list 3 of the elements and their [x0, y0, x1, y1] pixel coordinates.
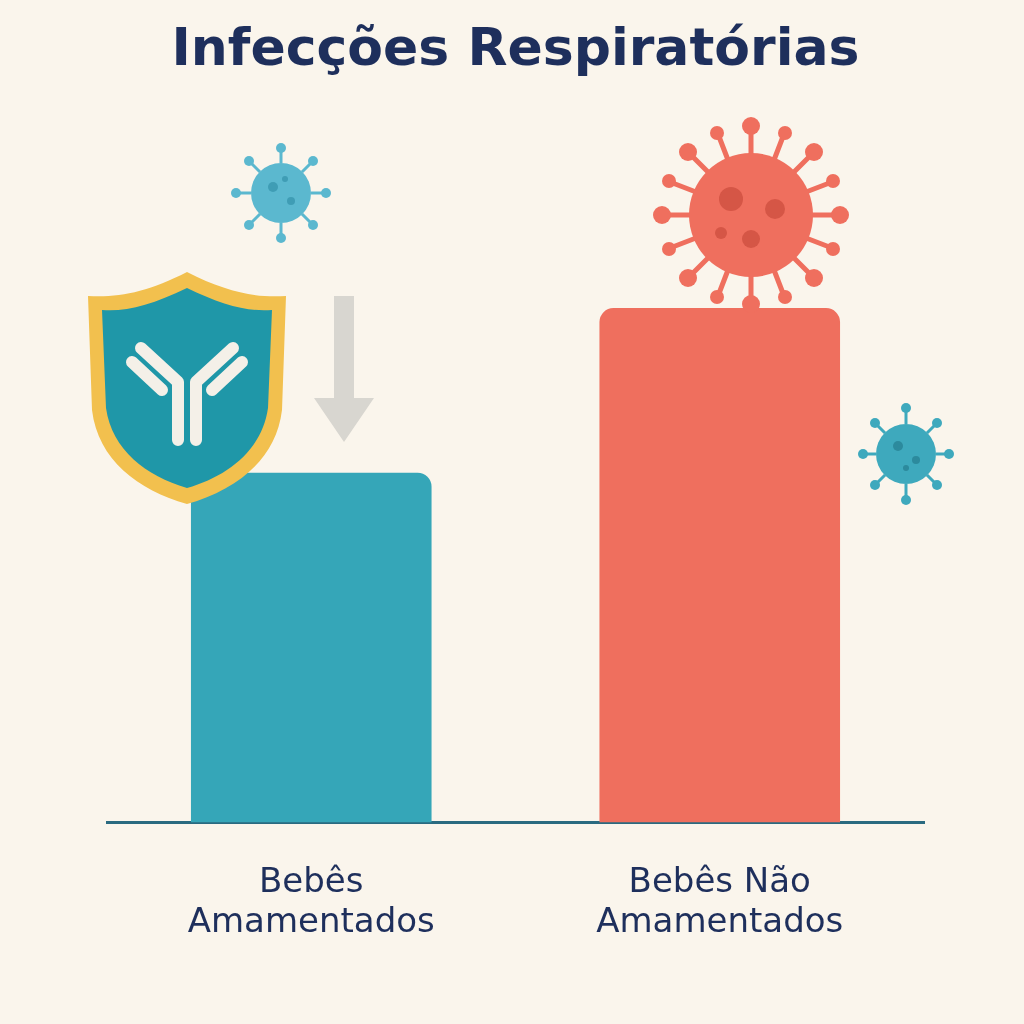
x-tick-label: Bebês Não Amamentados — [596, 859, 844, 941]
chart-title: Infecções Respiratórias — [171, 16, 860, 77]
x-tick-label: Bebês Amamentados — [187, 859, 435, 941]
